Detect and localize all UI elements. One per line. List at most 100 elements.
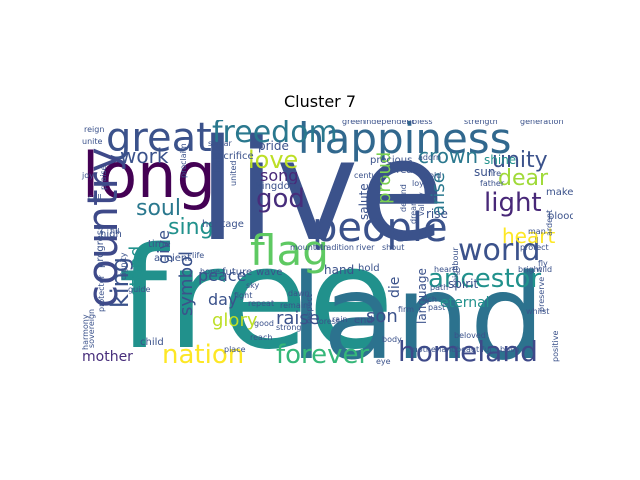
word-century: century (354, 171, 385, 180)
word-fly: fly (538, 259, 548, 268)
word-father: father (480, 179, 505, 188)
word-eye: eye (376, 357, 391, 366)
word-shine: shine (484, 153, 517, 167)
word-loyal: loyal (412, 179, 431, 188)
word-sun: sun (474, 165, 496, 179)
word-pride: pride (258, 139, 289, 153)
word-love: love (248, 146, 299, 174)
word-dear: dear (498, 166, 549, 191)
word-reach: reach (250, 333, 273, 342)
word-work: work (120, 144, 169, 168)
word-sky: sky (246, 281, 260, 290)
word-wild: wild (536, 265, 553, 274)
word-united: united (229, 160, 238, 187)
word-forest: forest (316, 317, 340, 326)
word-hold: hold (358, 263, 380, 274)
word-positive: positive (551, 330, 560, 362)
word-free: free (118, 218, 395, 368)
word-unity: unity (492, 148, 548, 173)
word-cloud: free land live long happiness great freedom cou… (80, 120, 573, 367)
word-river: river (356, 243, 375, 252)
word-rain: rain (332, 315, 348, 324)
word-ancestor: ancestor (428, 264, 542, 294)
word-protect: protect (520, 243, 549, 252)
word-land: land (290, 248, 545, 367)
word-fight: fight (234, 291, 253, 300)
word-peace: peace (198, 266, 247, 285)
word-fill: fill (110, 227, 120, 236)
word-path: path (430, 283, 449, 292)
word-dawn: dawn (288, 289, 310, 298)
word-die: die (387, 276, 403, 298)
word-proclaim: proclaim (179, 143, 188, 178)
word-guide: guide (128, 285, 151, 294)
word-papua: papua (190, 366, 228, 367)
word-unite: unite (82, 137, 103, 146)
word-heart: heart (502, 224, 556, 248)
word-make: make (546, 187, 573, 198)
word-valley: valley (417, 192, 426, 216)
word-rise: rise (426, 207, 448, 221)
word-day: day (208, 290, 238, 309)
word-long: long (82, 139, 216, 212)
word-god: god (256, 184, 305, 214)
word-sovereign: sovereign (87, 308, 96, 348)
word-rich: rich (422, 295, 437, 304)
word-swear: swear (208, 139, 232, 148)
word-repeat: repeat (248, 299, 275, 308)
word-bush: bush (500, 345, 520, 354)
word-ardent: ardent (545, 209, 554, 236)
word-people: people (312, 205, 448, 251)
word-defend: defend (399, 184, 408, 212)
word-crown: crown (418, 144, 479, 168)
word-independent: independent (364, 120, 415, 126)
word-salute: salute (357, 183, 371, 220)
word-mountain: mountain (290, 243, 329, 252)
word-spirit: spirit (448, 277, 479, 291)
word-good: good (254, 319, 274, 328)
word-time: time (148, 239, 171, 250)
word-mother: mother (82, 349, 133, 365)
word-kingdom: kingdom (256, 181, 300, 192)
word-dream: dream (409, 198, 418, 224)
word-green: green (342, 120, 366, 126)
word-bless: bless (412, 120, 433, 126)
chart-title: Cluster 7 (283, 92, 357, 111)
word-beloved: beloved (454, 331, 486, 340)
word-world: world (458, 233, 541, 268)
word-gold: gold (424, 171, 442, 180)
word-future: future (222, 267, 253, 278)
word-homeland: homeland (398, 335, 538, 367)
word-wave: wave (256, 267, 283, 278)
word-son: son (366, 306, 398, 327)
word-flag: flag (250, 226, 329, 275)
word-protector: protector (97, 275, 106, 312)
word-generation: generation (520, 120, 564, 126)
word-strength: strength (464, 120, 498, 126)
word-hearth: hearth (434, 265, 461, 274)
word-joy: joy (82, 171, 94, 180)
word-motherland: motherland (410, 345, 457, 354)
word-sacrifice: sacrifice (212, 151, 254, 162)
word-precious: precious (370, 155, 413, 166)
word-past: past (428, 303, 446, 312)
word-freedom: freedom (212, 120, 338, 150)
word-high: high (100, 229, 122, 240)
word-nation: nation (162, 340, 245, 367)
word-ancient: ancient (154, 253, 192, 264)
word-remain: remain (280, 301, 309, 310)
word-respect: respect (305, 294, 314, 324)
word-man: man (528, 227, 546, 236)
word-light: light (484, 188, 542, 218)
word-progress: progress (95, 224, 106, 268)
word-child: child (140, 337, 164, 348)
word-eternal: eternal (440, 295, 490, 311)
word-shout: shout (382, 243, 405, 252)
word-break: break (390, 165, 419, 176)
word-dignity: dignity (119, 252, 128, 280)
word-whilst: whilst (526, 307, 550, 316)
word-end: end (354, 315, 373, 326)
word-praise: praise (99, 165, 108, 190)
word-raise: raise (276, 308, 320, 329)
word-firm: firm (398, 305, 414, 314)
